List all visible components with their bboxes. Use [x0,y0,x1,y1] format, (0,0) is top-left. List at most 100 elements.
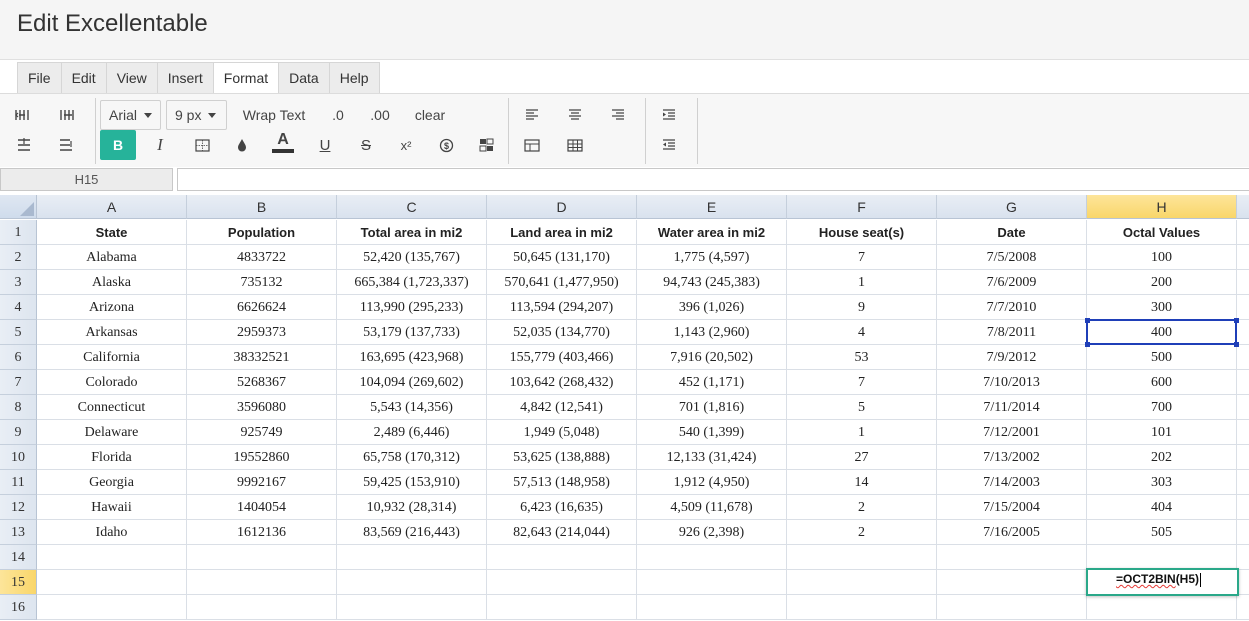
cell-c10[interactable]: 65,758 (170,312) [337,445,487,470]
cell-name-box[interactable]: H15 [0,168,173,191]
cell-a12[interactable]: Hawaii [37,495,187,520]
cell-d13[interactable]: 82,643 (214,044) [487,520,637,545]
cell-g11[interactable]: 7/14/2003 [937,470,1087,495]
cell-h12[interactable]: 404 [1087,495,1237,520]
cell-h10[interactable]: 202 [1087,445,1237,470]
cell-f3[interactable]: 1 [787,270,937,295]
column-header-a[interactable]: A [37,195,187,219]
cell-g1[interactable]: Date [937,220,1087,245]
cell-d14[interactable] [487,545,637,570]
cell-e11[interactable]: 1,912 (4,950) [637,470,787,495]
cell-b11[interactable]: 9992167 [187,470,337,495]
cell-c8[interactable]: 5,543 (14,356) [337,395,487,420]
cell-c2[interactable]: 52,420 (135,767) [337,245,487,270]
cell-g15[interactable] [937,570,1087,595]
menu-file[interactable]: File [18,63,62,94]
cell-b9[interactable]: 925749 [187,420,337,445]
cell-d7[interactable]: 103,642 (268,432) [487,370,637,395]
row-header-12[interactable]: 12 [0,495,37,520]
column-header-h[interactable]: H [1087,195,1237,219]
insert-column-left-button[interactable] [12,101,36,129]
font-family-select[interactable]: Arial [100,100,161,130]
cell-h13[interactable]: 505 [1087,520,1237,545]
cell-a14[interactable] [37,545,187,570]
cell-d5[interactable]: 52,035 (134,770) [487,320,637,345]
cell-c13[interactable]: 83,569 (216,443) [337,520,487,545]
fill-color-button[interactable] [230,131,254,159]
cell-a6[interactable]: California [37,345,187,370]
cell-c3[interactable]: 665,384 (1,723,337) [337,270,487,295]
insert-column-right-button[interactable] [54,101,78,129]
row-header-14[interactable]: 14 [0,545,37,570]
row-header-16[interactable]: 16 [0,595,37,620]
cell-f4[interactable]: 9 [787,295,937,320]
cell-c11[interactable]: 59,425 (153,910) [337,470,487,495]
cell-f9[interactable]: 1 [787,420,937,445]
italic-button[interactable]: I [157,135,163,154]
cell-g12[interactable]: 7/15/2004 [937,495,1087,520]
cell-d9[interactable]: 1,949 (5,048) [487,420,637,445]
insert-row-above-button[interactable] [12,131,36,159]
decrease-decimal-button[interactable]: .0 [332,107,344,123]
cell-editor-input[interactable]: =OCT2BIN(H5) [1086,568,1239,596]
cell-c7[interactable]: 104,094 (269,602) [337,370,487,395]
select-all-corner[interactable] [0,195,37,219]
cell-a3[interactable]: Alaska [37,270,187,295]
cell-h5[interactable]: 400 [1087,320,1237,345]
cell-h3[interactable]: 200 [1087,270,1237,295]
cell-d1[interactable]: Land area in mi2 [487,220,637,245]
menu-edit[interactable]: Edit [61,63,107,94]
cell-g10[interactable]: 7/13/2002 [937,445,1087,470]
row-header-9[interactable]: 9 [0,420,37,445]
cell-g5[interactable]: 7/8/2011 [937,320,1087,345]
cell-b16[interactable] [187,595,337,620]
cell-h9[interactable]: 101 [1087,420,1237,445]
currency-format-button[interactable]: $ [434,131,458,159]
cell-d2[interactable]: 50,645 (131,170) [487,245,637,270]
font-size-select[interactable]: 9 px [166,100,227,130]
cell-c4[interactable]: 113,990 (295,233) [337,295,487,320]
cell-a1[interactable]: State [37,220,187,245]
row-header-4[interactable]: 4 [0,295,37,320]
row-header-7[interactable]: 7 [0,370,37,395]
cell-g16[interactable] [937,595,1087,620]
cell-h2[interactable]: 100 [1087,245,1237,270]
cell-e16[interactable] [637,595,787,620]
menu-data[interactable]: Data [279,63,330,94]
cell-c12[interactable]: 10,932 (28,314) [337,495,487,520]
cell-f7[interactable]: 7 [787,370,937,395]
row-header-13[interactable]: 13 [0,520,37,545]
row-header-3[interactable]: 3 [0,270,37,295]
cell-a2[interactable]: Alabama [37,245,187,270]
cell-a7[interactable]: Colorado [37,370,187,395]
cell-f11[interactable]: 14 [787,470,937,495]
increase-decimal-button[interactable]: .00 [370,107,390,123]
wrap-text-button[interactable]: Wrap Text [242,107,306,123]
cell-a11[interactable]: Georgia [37,470,187,495]
row-header-15[interactable]: 15 [0,570,37,595]
text-color-button[interactable]: A [271,128,295,156]
cell-a10[interactable]: Florida [37,445,187,470]
cell-a13[interactable]: Idaho [37,520,187,545]
formula-input[interactable] [177,168,1249,191]
cell-g14[interactable] [937,545,1087,570]
cell-e5[interactable]: 1,143 (2,960) [637,320,787,345]
cell-h6[interactable]: 500 [1087,345,1237,370]
cell-f8[interactable]: 5 [787,395,937,420]
row-header-10[interactable]: 10 [0,445,37,470]
cell-d11[interactable]: 57,513 (148,958) [487,470,637,495]
align-left-button[interactable] [520,101,544,129]
cell-b12[interactable]: 1404054 [187,495,337,520]
insert-row-below-button[interactable] [54,131,78,159]
cell-a4[interactable]: Arizona [37,295,187,320]
cell-b4[interactable]: 6626624 [187,295,337,320]
cell-e14[interactable] [637,545,787,570]
cell-e6[interactable]: 7,916 (20,502) [637,345,787,370]
cell-e4[interactable]: 396 (1,026) [637,295,787,320]
cell-e13[interactable]: 926 (2,398) [637,520,787,545]
cell-h14[interactable] [1087,545,1237,570]
cell-f2[interactable]: 7 [787,245,937,270]
bold-button[interactable]: B [100,130,136,160]
cell-d8[interactable]: 4,842 (12,541) [487,395,637,420]
cell-c15[interactable] [337,570,487,595]
